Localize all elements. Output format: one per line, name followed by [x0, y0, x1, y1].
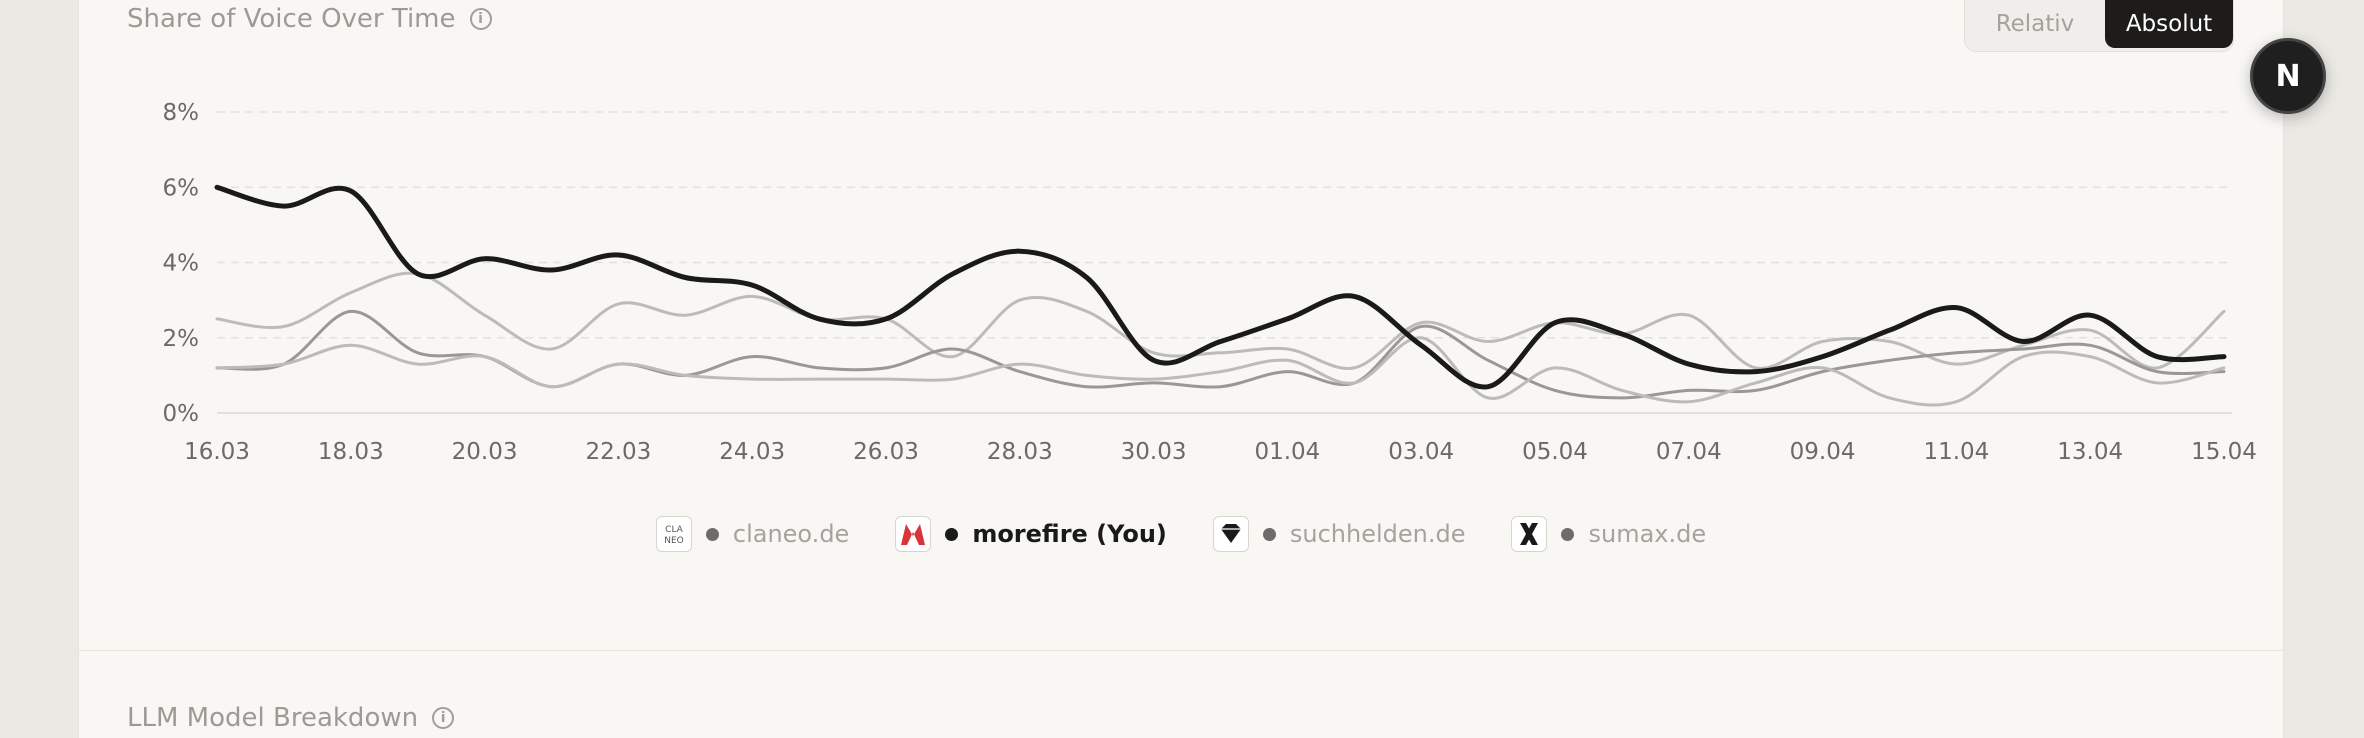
x-tick-label: 28.03 — [987, 439, 1053, 465]
x-tick-label: 03.04 — [1388, 439, 1454, 465]
claneo-logo-icon: CLA NEO — [655, 516, 692, 552]
svg-text:CLA: CLA — [665, 525, 684, 535]
x-tick-label: 22.03 — [585, 439, 651, 465]
x-tick-label: 13.04 — [2057, 439, 2123, 465]
legend-dot — [1561, 527, 1575, 541]
share-of-voice-chart: 0% 2% 4% 6% 8% 16.03 18.03 20.03 22.03 24.03 26.03… — [163, 100, 2257, 465]
series-line-morefire — [214, 184, 2227, 390]
view-toggle: Relativ Absolut — [1964, 0, 2234, 52]
info-icon[interactable]: i — [469, 8, 492, 30]
legend-dot — [1262, 527, 1276, 541]
share-of-voice-title: Share of Voice Over Time i — [127, 4, 492, 34]
svg-text:NEO: NEO — [664, 536, 684, 546]
x-tick-label: 11.04 — [1923, 439, 1989, 465]
toggle-absolut-button[interactable]: Absolut — [2105, 0, 2233, 48]
y-tick-label: 2% — [163, 326, 200, 352]
x-tick-label: 01.04 — [1254, 439, 1320, 465]
llm-model-breakdown-title-text: LLM Model Breakdown — [127, 703, 419, 733]
legend-label-morefire: morefire (You) — [972, 520, 1167, 548]
section-divider — [79, 650, 2283, 651]
legend-dot — [705, 527, 719, 541]
legend-label-suchhelden: suchhelden.de — [1289, 520, 1466, 548]
x-tick-label: 09.04 — [1790, 439, 1856, 465]
llm-model-breakdown-title: LLM Model Breakdown i — [127, 703, 455, 733]
share-of-voice-panel: Share of Voice Over Time i Relativ Absol… — [78, 0, 2284, 738]
x-tick-label: 26.03 — [853, 439, 919, 465]
y-tick-label: 6% — [163, 175, 200, 201]
legend-item-sumax[interactable]: sumax.de — [1511, 516, 1706, 552]
morefire-logo-icon — [895, 516, 932, 552]
series-line-suchhelden — [215, 309, 2226, 400]
n-badge-letter: N — [2275, 58, 2301, 94]
x-tick-label: 15.04 — [2191, 439, 2257, 465]
y-tick-label: 4% — [163, 251, 200, 277]
chart-legend: CLA NEO claneo.de morefire (You) — [79, 510, 2283, 558]
toggle-relativ-button[interactable]: Relativ — [1995, 11, 2075, 37]
legend-label-sumax: sumax.de — [1588, 520, 1707, 548]
legend-item-morefire[interactable]: morefire (You) — [895, 516, 1167, 552]
sumax-x-icon — [1511, 516, 1548, 552]
y-tick-label: 8% — [163, 100, 200, 126]
x-tick-label: 05.04 — [1522, 439, 1588, 465]
info-icon[interactable]: i — [432, 707, 455, 729]
x-tick-label: 24.03 — [719, 439, 785, 465]
x-tick-label: 18.03 — [318, 439, 384, 465]
y-tick-label: 0% — [163, 401, 200, 427]
legend-dot — [945, 527, 959, 541]
share-of-voice-title-text: Share of Voice Over Time — [127, 4, 456, 34]
legend-label-claneo: claneo.de — [732, 520, 850, 548]
x-tick-label: 16.03 — [184, 439, 250, 465]
x-tick-label: 07.04 — [1656, 439, 1722, 465]
x-tick-label: 30.03 — [1121, 439, 1187, 465]
legend-item-claneo[interactable]: CLA NEO claneo.de — [655, 516, 850, 552]
series-line-sumax — [215, 336, 2226, 407]
n-badge-button[interactable]: N — [2250, 38, 2326, 114]
legend-item-suchhelden[interactable]: suchhelden.de — [1212, 516, 1466, 552]
x-tick-label: 20.03 — [452, 439, 518, 465]
suchhelden-diamond-icon — [1212, 516, 1249, 552]
series-line-claneo — [215, 271, 2226, 370]
